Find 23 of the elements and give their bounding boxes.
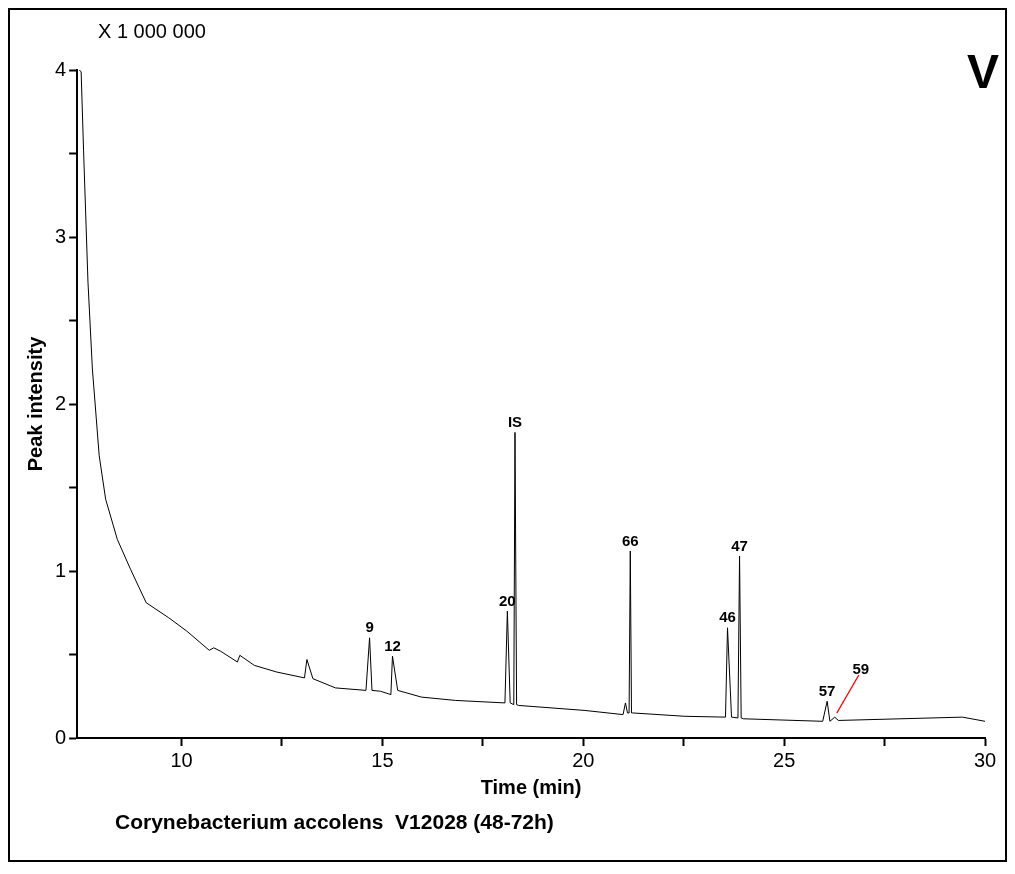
x-axis-title: Time (min) bbox=[480, 775, 582, 798]
annotation: 47 bbox=[731, 536, 748, 554]
annotation: 46 bbox=[719, 608, 736, 626]
x-tick-label: 10 bbox=[170, 748, 193, 771]
annotation: 57 bbox=[818, 681, 836, 699]
y-axis-title: Peak intensity bbox=[23, 335, 46, 472]
y-tick-label: 3 bbox=[55, 224, 67, 247]
x-tick-label: 15 bbox=[371, 748, 394, 771]
x-tick-label: 25 bbox=[773, 748, 796, 771]
annotation: 59 bbox=[852, 659, 870, 677]
x-tick-label: 30 bbox=[973, 748, 997, 771]
text: Corynebacterium accolens V12028 (48-72h) bbox=[115, 810, 554, 834]
x-tick-label: 20 bbox=[572, 748, 595, 771]
y-tick-label: 1 bbox=[55, 558, 67, 581]
y-tick-label: 2 bbox=[55, 391, 67, 414]
annotation: IS bbox=[507, 413, 523, 431]
annotation: 66 bbox=[621, 531, 639, 549]
y-tick-label: 0 bbox=[55, 725, 67, 748]
annotation: V bbox=[966, 44, 999, 99]
annotation: 9 bbox=[365, 618, 374, 636]
y-tick-label: 4 bbox=[55, 57, 67, 80]
annotation: 12 bbox=[384, 636, 401, 654]
text: X 1 000 000 bbox=[98, 20, 206, 43]
